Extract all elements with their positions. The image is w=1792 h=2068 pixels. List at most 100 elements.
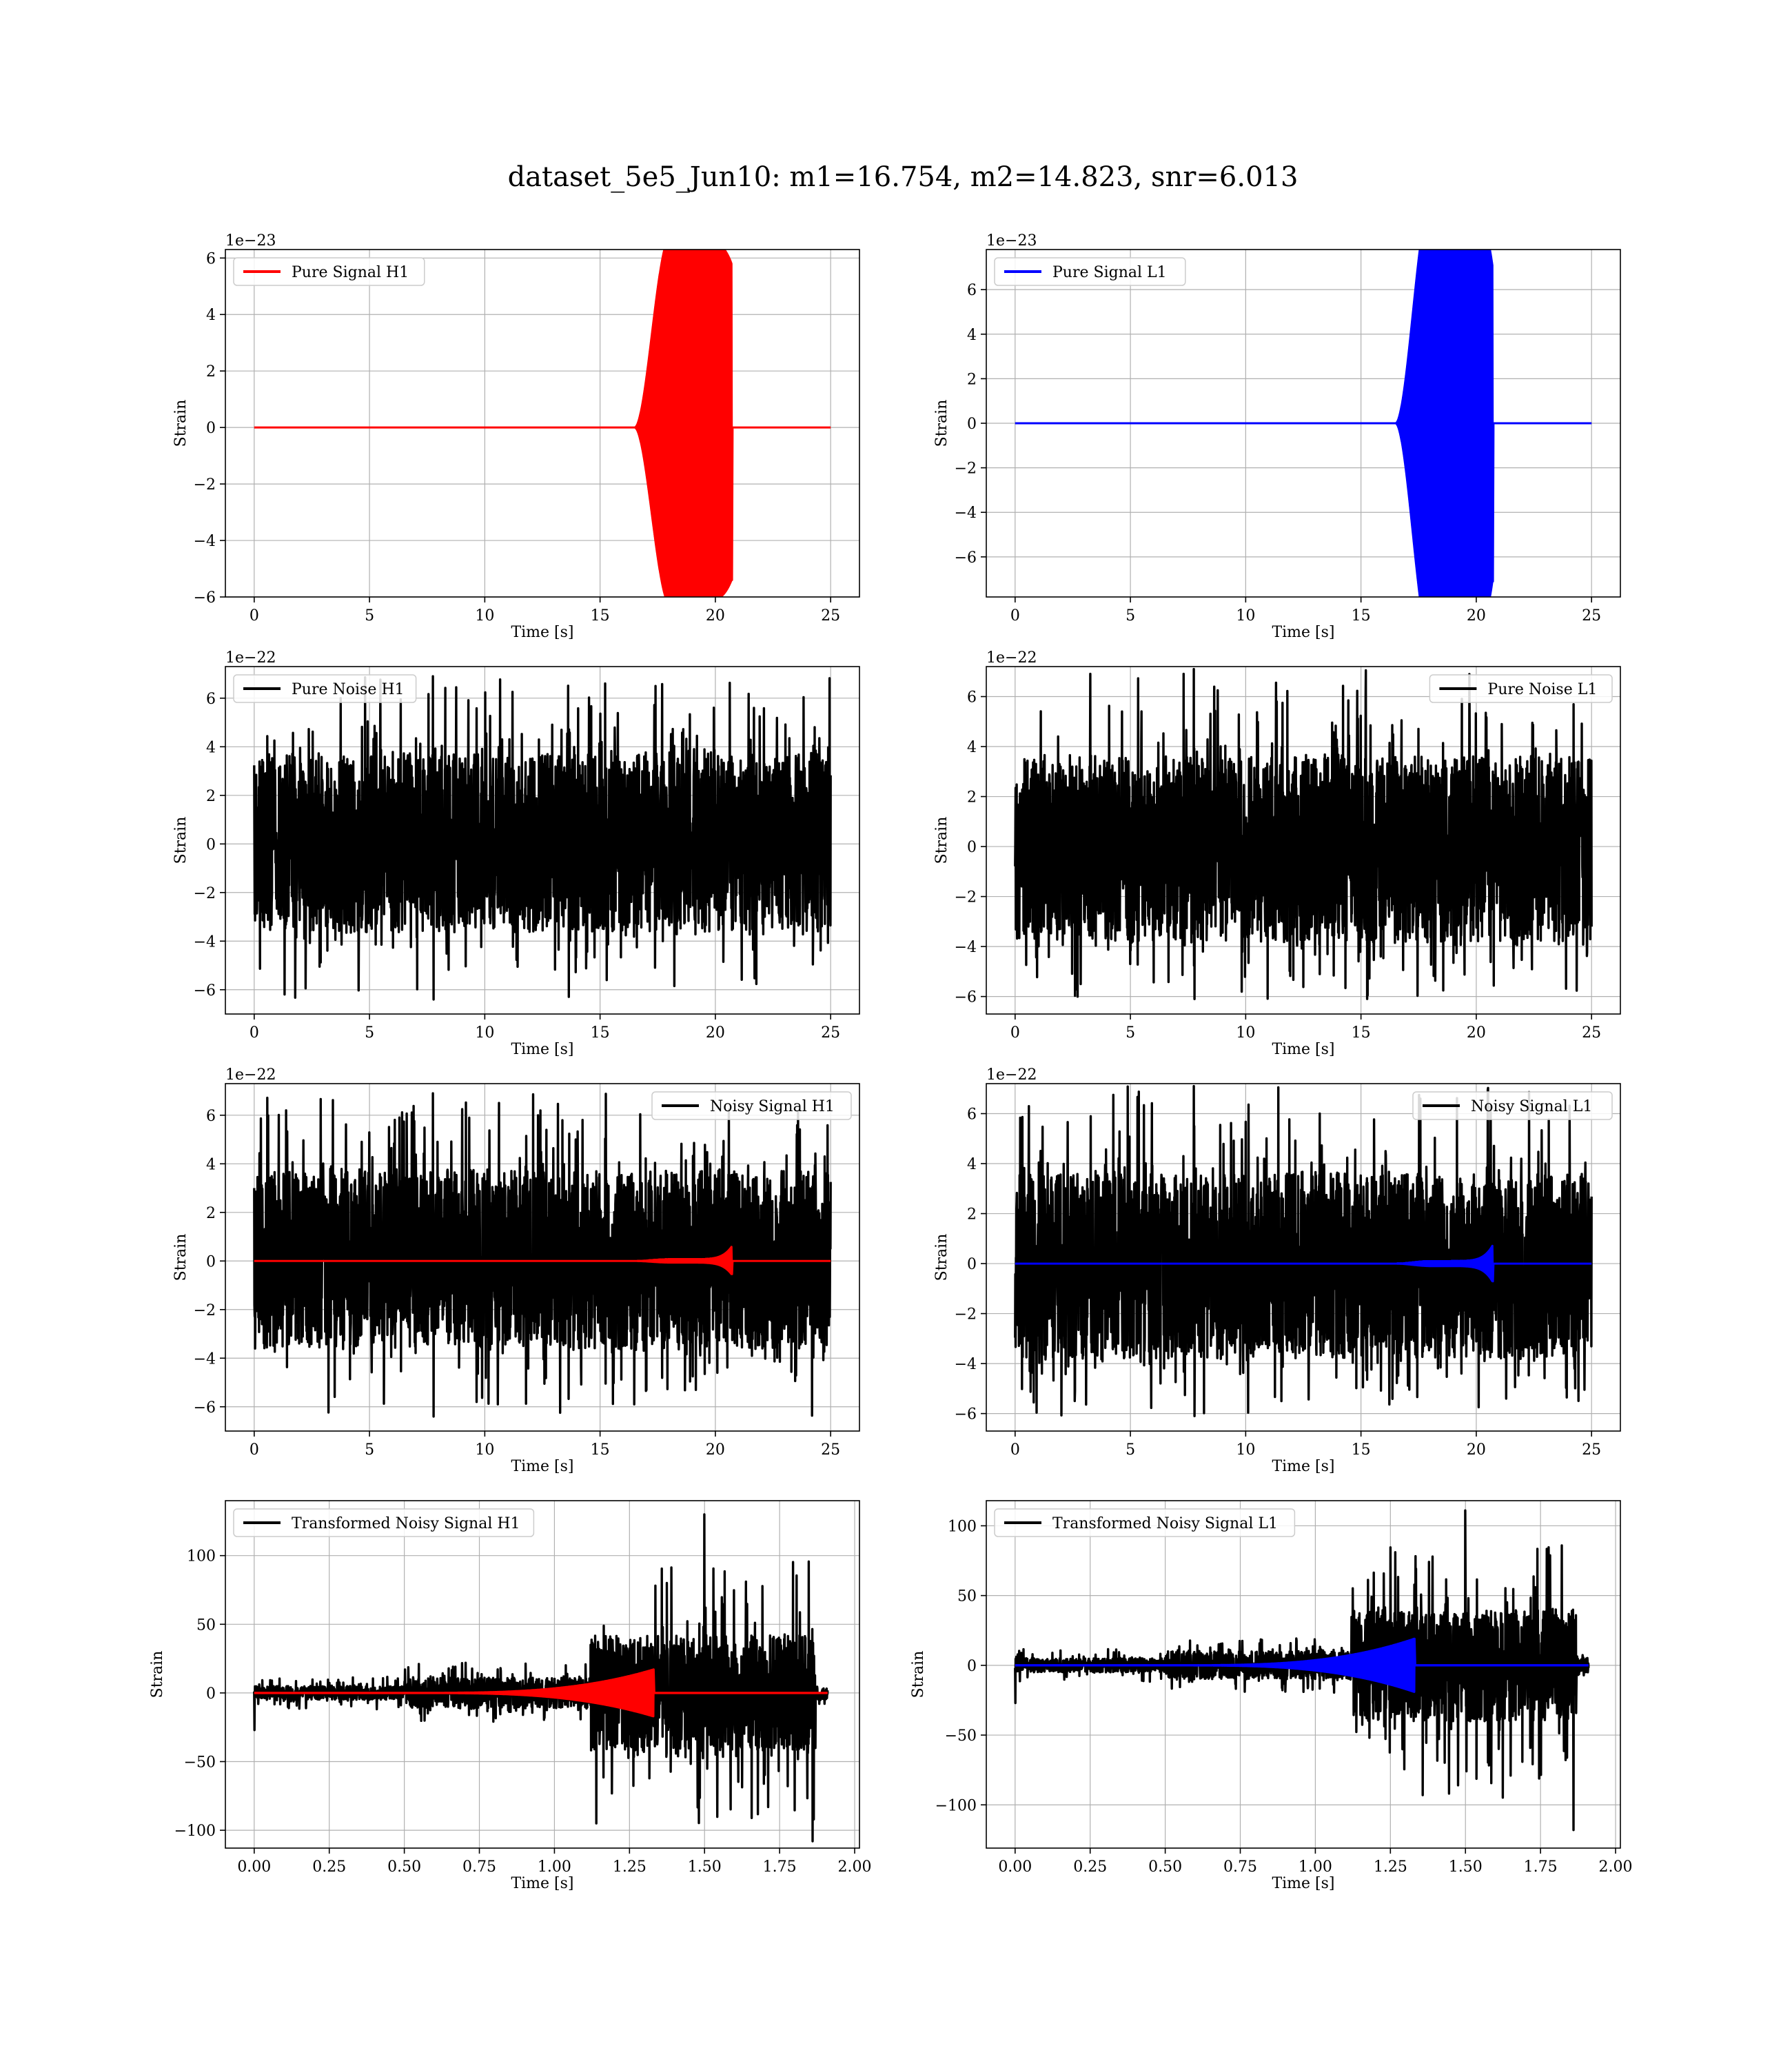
x-tick-label: 0.25 [312, 1858, 346, 1876]
legend: Transformed Noisy Signal H1 [233, 1508, 535, 1537]
y-tick-label: −100 [174, 1823, 216, 1840]
ticks: 0 5 10 15 20 25 −6 −4 −2 0 2 4 6 [194, 691, 841, 1042]
y-tick-label: −6 [194, 589, 216, 607]
x-tick-label: 15 [591, 1024, 610, 1042]
x-tick-label: 1.25 [613, 1858, 646, 1876]
overlay-1-line [1015, 1244, 1592, 1283]
plot-area [1014, 667, 1593, 1000]
y-tick-label: −6 [955, 1406, 977, 1423]
y-tick-label: 4 [967, 1156, 977, 1173]
axes-frame [225, 249, 860, 598]
x-tick-label: 1.00 [538, 1858, 571, 1876]
y-tick-label: 50 [957, 1588, 977, 1605]
y-tick-label: 2 [967, 371, 977, 388]
y-tick-label: 0 [967, 1658, 977, 1675]
y-tick-label: 4 [206, 1156, 216, 1173]
y-offset-text: 1e−23 [225, 232, 276, 250]
legend-entry-label: Noisy Signal L1 [1471, 1098, 1592, 1115]
panel-r3-c1: 0.00 0.25 0.50 0.75 1.00 1.25 1.50 1.75 2.00 −100… [910, 1500, 1633, 1892]
legend: Transformed Noisy Signal L1 [994, 1508, 1296, 1537]
legend-entry-label: Transformed Noisy Signal L1 [1052, 1515, 1278, 1532]
ticks: 0 5 10 15 20 25 −6 −4 −2 0 2 4 6 [955, 689, 1602, 1042]
x-tick-label: 25 [821, 1441, 840, 1459]
x-tick-label: 1.75 [1524, 1858, 1558, 1876]
x-tick-label: 0.00 [237, 1858, 271, 1876]
y-tick-label: 4 [967, 739, 977, 756]
x-tick-label: 0 [250, 1441, 259, 1459]
x-tick-label: 5 [365, 1024, 374, 1042]
x-tick-label: 0 [250, 607, 259, 625]
x-axis-label: Time [s] [511, 1041, 573, 1058]
x-tick-label: 15 [591, 1441, 610, 1459]
legend-entry-label: Noisy Signal H1 [710, 1098, 835, 1115]
y-tick-label: −4 [194, 933, 216, 951]
x-tick-label: 1.75 [763, 1858, 797, 1876]
y-tick-label: −2 [955, 889, 977, 906]
y-tick-label: 100 [948, 1518, 977, 1535]
plot-area [1014, 1509, 1590, 1832]
axes-frame [225, 1083, 860, 1432]
ticks: 0 5 10 15 20 25 −6 −4 −2 0 2 4 6 [955, 1106, 1602, 1459]
panels: 0 5 10 15 20 25 −6 −4 −2 0 2 4 6 Time [s] Strain 1e−23 P… [149, 232, 1633, 1892]
y-tick-label: 6 [967, 689, 977, 707]
x-tick-label: 15 [1352, 1441, 1371, 1459]
legend-entry-label: Pure Signal H1 [292, 264, 409, 281]
x-tick-label: 1.50 [1449, 1858, 1483, 1876]
pure-signal-l1-line [1015, 250, 1592, 597]
y-tick-label: −2 [955, 1306, 977, 1324]
plot-area [1015, 250, 1592, 597]
x-tick-label: 20 [1467, 607, 1486, 625]
x-tick-label: 10 [1236, 1441, 1255, 1459]
y-offset-text: 1e−22 [225, 1066, 276, 1084]
panel-r0-c0: 0 5 10 15 20 25 −6 −4 −2 0 2 4 6 Time [s] Strain 1e−23 P… [172, 232, 860, 641]
legend-entry-label: Pure Noise L1 [1487, 681, 1597, 698]
x-tick-label: 15 [1352, 607, 1371, 625]
axes-frame [225, 666, 860, 1015]
legend-entry-label: Transformed Noisy Signal H1 [292, 1515, 520, 1532]
legend: Pure Noise L1 [1429, 674, 1613, 703]
plot-area [1014, 1084, 1593, 1417]
y-axis-label: Strain [933, 817, 950, 864]
x-axis-label: Time [s] [1272, 624, 1334, 641]
x-tick-label: 1.00 [1299, 1858, 1332, 1876]
y-tick-label: −4 [955, 939, 977, 956]
y-offset-text: 1e−22 [225, 649, 276, 667]
y-tick-label: 4 [206, 739, 216, 756]
ticks: 0.00 0.25 0.50 0.75 1.00 1.25 1.50 1.75 2.00 −100… [935, 1518, 1633, 1876]
y-tick-label: −6 [194, 982, 216, 1000]
y-tick-label: −2 [194, 885, 216, 902]
panel-r1-c0: 0 5 10 15 20 25 −6 −4 −2 0 2 4 6 Time [s] Strain 1e−22 P… [172, 649, 860, 1058]
panel-r0-c1: 0 5 10 15 20 25 −6 −4 −2 0 2 4 6 Time [s] Strain 1e−23 P… [933, 232, 1621, 641]
x-tick-label: 25 [821, 1024, 840, 1042]
legend-box [233, 674, 417, 703]
y-axis-label: Strain [172, 400, 190, 447]
x-tick-label: 2.00 [838, 1858, 872, 1876]
x-axis-label: Time [s] [1272, 1041, 1334, 1058]
x-tick-label: 10 [475, 1024, 494, 1042]
legend: Noisy Signal L1 [1412, 1091, 1613, 1120]
legend-box [994, 1508, 1296, 1537]
x-tick-label: 1.25 [1374, 1858, 1407, 1876]
legend-entry-label: Pure Signal L1 [1052, 264, 1167, 281]
x-axis-label: Time [s] [511, 1458, 573, 1475]
y-axis-label: Strain [933, 400, 950, 447]
axes-frame [225, 1500, 860, 1849]
x-tick-label: 0.50 [387, 1858, 421, 1876]
plot-area [253, 1513, 829, 1843]
y-tick-label: −50 [945, 1727, 977, 1745]
x-tick-label: 20 [706, 1024, 725, 1042]
y-tick-label: 6 [206, 1108, 216, 1125]
x-tick-label: 2.00 [1599, 1858, 1633, 1876]
legend-box [1429, 674, 1613, 703]
x-axis-label: Time [s] [1272, 1875, 1334, 1892]
y-tick-label: 0 [967, 416, 977, 433]
y-tick-label: 50 [196, 1616, 216, 1634]
y-axis-label: Strain [172, 817, 190, 864]
x-tick-label: 25 [1582, 607, 1601, 625]
pure-signal-h1-line [254, 250, 831, 597]
x-tick-label: 25 [1582, 1024, 1601, 1042]
y-axis-label: Strain [910, 1651, 927, 1699]
y-tick-label: 0 [206, 1253, 216, 1270]
x-axis-label: Time [s] [511, 624, 573, 641]
y-tick-label: −6 [194, 1399, 216, 1417]
